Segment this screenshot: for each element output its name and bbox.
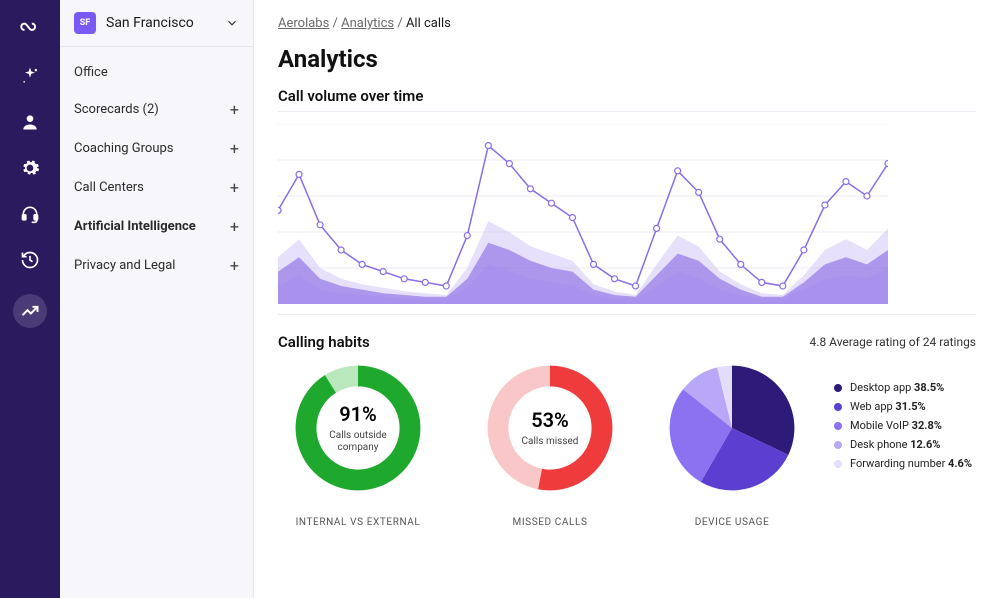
- sidebar-item-2[interactable]: Coaching Groups +: [60, 129, 253, 168]
- sidebar-item-0[interactable]: Office: [60, 55, 253, 90]
- breadcrumb-link-1[interactable]: Analytics: [341, 16, 394, 31]
- divider: [278, 111, 976, 112]
- page-title: Analytics: [278, 45, 976, 73]
- volume-chart: [278, 124, 888, 308]
- pie-device: DEVICE USAGE: [662, 363, 802, 528]
- donut-internal-sub: Calls outside company: [318, 430, 398, 454]
- infinity-icon[interactable]: [18, 18, 42, 42]
- donut-missed-sub: Calls missed: [510, 436, 590, 448]
- rating-text: 4.8 Average rating of 24 ratings: [810, 335, 976, 349]
- main-content: Aerolabs / Analytics / All calls Analyti…: [254, 0, 1000, 598]
- legend-row: Desk phone 12.6%: [834, 438, 972, 451]
- sidebar-item-label: Scorecards (2): [74, 102, 159, 117]
- device-legend: Desktop app 38.5% Web app 31.5% Mobile VoI…: [834, 363, 972, 470]
- breadcrumb-current: All calls: [406, 16, 451, 31]
- sidebar: SF San Francisco OfficeScorecards (2)+Co…: [60, 0, 254, 598]
- legend-swatch: [834, 384, 842, 392]
- donut-missed: 53% Calls missed MISSED CALLS: [470, 363, 630, 528]
- person-icon[interactable]: [18, 110, 42, 134]
- expand-icon[interactable]: +: [230, 256, 239, 275]
- sidebar-item-4[interactable]: Artificial Intelligence +: [60, 207, 253, 246]
- sidebar-item-label: Privacy and Legal: [74, 258, 175, 273]
- gear-icon[interactable]: [18, 156, 42, 180]
- expand-icon[interactable]: +: [230, 178, 239, 197]
- habits-title: Calling habits: [278, 333, 370, 351]
- donut-internal-footer: INTERNAL VS EXTERNAL: [296, 517, 421, 528]
- sidebar-item-label: Call Centers: [74, 180, 144, 195]
- donut-missed-footer: MISSED CALLS: [513, 517, 588, 528]
- legend-row: Mobile VoIP 32.8%: [834, 419, 972, 432]
- history-icon[interactable]: [18, 248, 42, 272]
- trend-icon[interactable]: [13, 294, 47, 328]
- donut-internal-pct: 91%: [339, 402, 377, 426]
- legend-label: Mobile VoIP 32.8%: [850, 419, 942, 432]
- donut-missed-pct: 53%: [531, 408, 569, 432]
- location-badge: SF: [74, 12, 96, 34]
- legend-swatch: [834, 460, 842, 468]
- location-name: San Francisco: [106, 15, 225, 31]
- legend-label: Web app 31.5%: [850, 400, 926, 413]
- legend-swatch: [834, 441, 842, 449]
- legend-row: Web app 31.5%: [834, 400, 972, 413]
- breadcrumb-link-0[interactable]: Aerolabs: [278, 16, 329, 31]
- legend-label: Desktop app 38.5%: [850, 381, 944, 394]
- expand-icon[interactable]: +: [230, 139, 239, 158]
- chevron-down-icon: [225, 16, 239, 30]
- sidebar-item-label: Artificial Intelligence: [74, 219, 196, 234]
- divider: [278, 314, 976, 315]
- sidebar-item-5[interactable]: Privacy and Legal +: [60, 246, 253, 285]
- sidebar-item-1[interactable]: Scorecards (2) +: [60, 90, 253, 129]
- sidebar-item-3[interactable]: Call Centers +: [60, 168, 253, 207]
- volume-title: Call volume over time: [278, 87, 976, 105]
- legend-label: Desk phone 12.6%: [850, 438, 940, 451]
- nav-rail: [0, 0, 60, 598]
- legend-row: Forwarding number 4.6%: [834, 457, 972, 470]
- breadcrumb: Aerolabs / Analytics / All calls: [278, 12, 976, 45]
- legend-label: Forwarding number 4.6%: [850, 457, 972, 470]
- sidebar-item-label: Coaching Groups: [74, 141, 174, 156]
- sparkle-icon[interactable]: [18, 64, 42, 88]
- habits-row: 91% Calls outside company INTERNAL VS EX…: [278, 363, 976, 528]
- legend-row: Desktop app 38.5%: [834, 381, 972, 394]
- location-selector[interactable]: SF San Francisco: [60, 0, 253, 47]
- expand-icon[interactable]: +: [230, 100, 239, 119]
- headset-icon[interactable]: [18, 202, 42, 226]
- expand-icon[interactable]: +: [230, 217, 239, 236]
- sidebar-item-label: Office: [74, 65, 108, 80]
- donut-internal: 91% Calls outside company INTERNAL VS EX…: [278, 363, 438, 528]
- legend-swatch: [834, 422, 842, 430]
- legend-swatch: [834, 403, 842, 411]
- sidebar-nav: OfficeScorecards (2)+Coaching Groups+Cal…: [60, 47, 253, 293]
- pie-footer: DEVICE USAGE: [695, 517, 770, 528]
